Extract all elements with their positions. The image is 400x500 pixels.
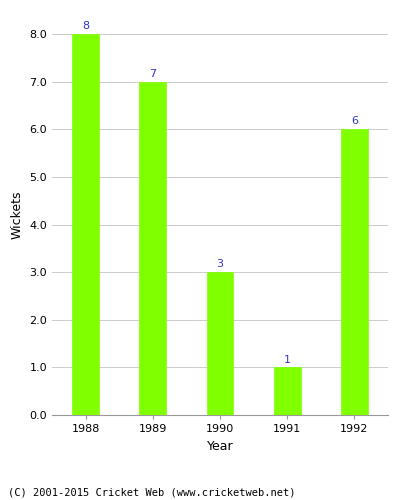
- Bar: [72, 34, 99, 415]
- Text: 1: 1: [284, 354, 291, 364]
- Text: 8: 8: [82, 21, 89, 31]
- Text: 6: 6: [351, 116, 358, 126]
- Text: 7: 7: [149, 69, 156, 79]
- X-axis label: Year: Year: [207, 440, 233, 452]
- Bar: [341, 130, 368, 415]
- Text: (C) 2001-2015 Cricket Web (www.cricketweb.net): (C) 2001-2015 Cricket Web (www.cricketwe…: [8, 488, 296, 498]
- Bar: [139, 82, 166, 415]
- Bar: [206, 272, 234, 415]
- Text: 3: 3: [216, 260, 224, 270]
- Bar: [274, 368, 301, 415]
- Y-axis label: Wickets: Wickets: [11, 190, 24, 240]
